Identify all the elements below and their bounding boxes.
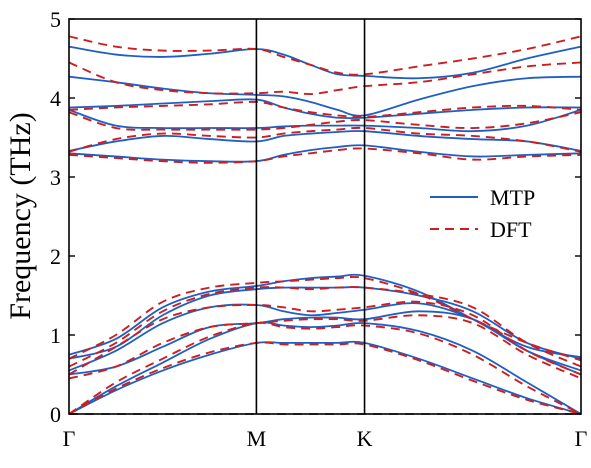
dft-band-1 (68, 341, 582, 415)
dft-band-7 (68, 147, 582, 164)
mtp-band-1 (68, 340, 582, 415)
legend: MTP DFT (430, 185, 535, 242)
plot-area (69, 19, 581, 414)
x-tick-label: Γ (575, 426, 588, 451)
legend-label-dft: DFT (490, 217, 532, 242)
dft-band-12 (68, 35, 582, 76)
dft-band-8 (68, 126, 582, 153)
dft-band-9 (68, 111, 582, 131)
dft-band-2 (68, 321, 582, 415)
mtp-band-6 (68, 273, 582, 359)
plot-frame (68, 18, 582, 415)
dft-band-11 (68, 61, 582, 96)
mtp-band-8 (68, 130, 582, 152)
x-tick-label: M (247, 426, 267, 451)
legend-label-mtp: MTP (490, 185, 535, 210)
mtp-band-11 (68, 75, 582, 117)
dft-band-5 (68, 286, 582, 368)
y-tick-label: 0 (50, 402, 61, 427)
mtp-band-2 (68, 321, 582, 415)
x-tick-label: Γ (63, 426, 76, 451)
mtp-band-7 (68, 144, 582, 163)
bands-layer (68, 35, 582, 415)
y-tick-label: 5 (50, 7, 61, 32)
tick-labels-layer: 0 1 2 3 4 5 Γ M K Γ (50, 7, 588, 451)
series-mtp (68, 45, 582, 415)
dft-band-10 (68, 100, 582, 119)
dft-band-6 (68, 275, 582, 362)
mtp-band-5 (68, 286, 582, 360)
series-dft (68, 35, 582, 415)
y-tick-label: 4 (50, 86, 61, 111)
y-tick-label: 3 (50, 165, 61, 190)
y-tick-label: 2 (50, 244, 61, 269)
y-axis-label: Frequency (THz) (4, 112, 37, 319)
mtp-band-10 (68, 98, 582, 120)
x-tick-label: K (357, 426, 373, 451)
dft-band-4 (68, 300, 582, 376)
y-tick-label: 1 (50, 323, 61, 348)
axes-layer (68, 18, 582, 415)
